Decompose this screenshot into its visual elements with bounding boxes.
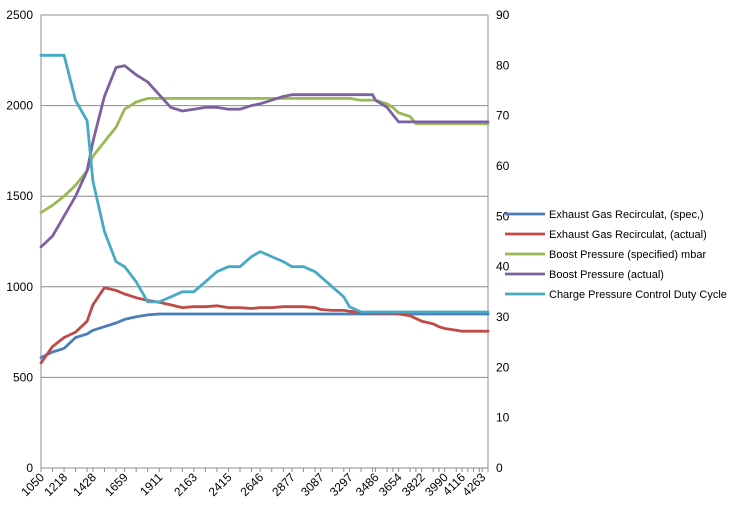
legend-label: Charge Pressure Control Duty Cycle bbox=[549, 289, 727, 301]
y-right-tick-label: 70 bbox=[496, 109, 510, 123]
x-tick-label: 3297 bbox=[327, 470, 356, 499]
y-right-tick-label: 80 bbox=[496, 58, 510, 72]
series-line-5 bbox=[39, 53, 490, 314]
y-left-tick-label: 1500 bbox=[6, 189, 33, 203]
x-tick-label: 3087 bbox=[298, 470, 327, 499]
y-right-tick-label: 60 bbox=[496, 159, 510, 173]
x-tick-label: 2646 bbox=[238, 470, 267, 499]
legend-label: Exhaust Gas Recirculat, (actual) bbox=[549, 229, 707, 241]
y-left-tick-label: 2500 bbox=[6, 8, 33, 22]
legend-label: Exhaust Gas Recirculat, (spec,) bbox=[549, 209, 704, 221]
x-tick-label: 3486 bbox=[353, 470, 382, 499]
x-tick-label: 2415 bbox=[206, 470, 235, 499]
x-tick-label: 2877 bbox=[269, 470, 298, 499]
y-right-tick-label: 10 bbox=[496, 411, 510, 425]
series-line-2 bbox=[39, 286, 490, 365]
x-tick-label: 3822 bbox=[399, 470, 428, 499]
series-lines bbox=[39, 53, 490, 365]
y-right-tick-label: 20 bbox=[496, 360, 510, 374]
x-tick-label: 1218 bbox=[41, 470, 70, 499]
y-left-tick-label: 0 bbox=[26, 461, 33, 475]
series-line-1 bbox=[39, 312, 490, 359]
x-tick-label: 1911 bbox=[137, 470, 165, 498]
y-right-tick-label: 0 bbox=[496, 461, 503, 475]
y-left-tick-label: 2000 bbox=[6, 99, 33, 113]
x-tick-label: 3654 bbox=[376, 470, 405, 499]
y-right-tick-label: 90 bbox=[496, 8, 510, 22]
legend: Exhaust Gas Recirculat, (spec,) Exhaust G… bbox=[505, 209, 727, 301]
y-left-tick-label: 500 bbox=[13, 370, 33, 384]
x-tick-label: 1659 bbox=[102, 470, 131, 499]
y-left-tick-label: 1000 bbox=[6, 280, 33, 294]
legend-label: Boost Pressure (actual) bbox=[549, 269, 664, 281]
y-right-tick-label: 40 bbox=[496, 260, 510, 274]
legend-label: Boost Pressure (specified) mbar bbox=[549, 249, 706, 261]
x-tick-label: 1050 bbox=[18, 470, 47, 499]
x-tick-label: 4263 bbox=[460, 470, 489, 499]
series-line-4 bbox=[39, 64, 490, 249]
gridlines bbox=[41, 14, 488, 378]
x-tick-label: 1428 bbox=[70, 470, 99, 499]
series-line-3 bbox=[39, 97, 490, 214]
y-right-tick-label: 30 bbox=[496, 310, 510, 324]
y-right-tick-label: 50 bbox=[496, 209, 510, 223]
x-tick-label: 2163 bbox=[171, 470, 200, 499]
